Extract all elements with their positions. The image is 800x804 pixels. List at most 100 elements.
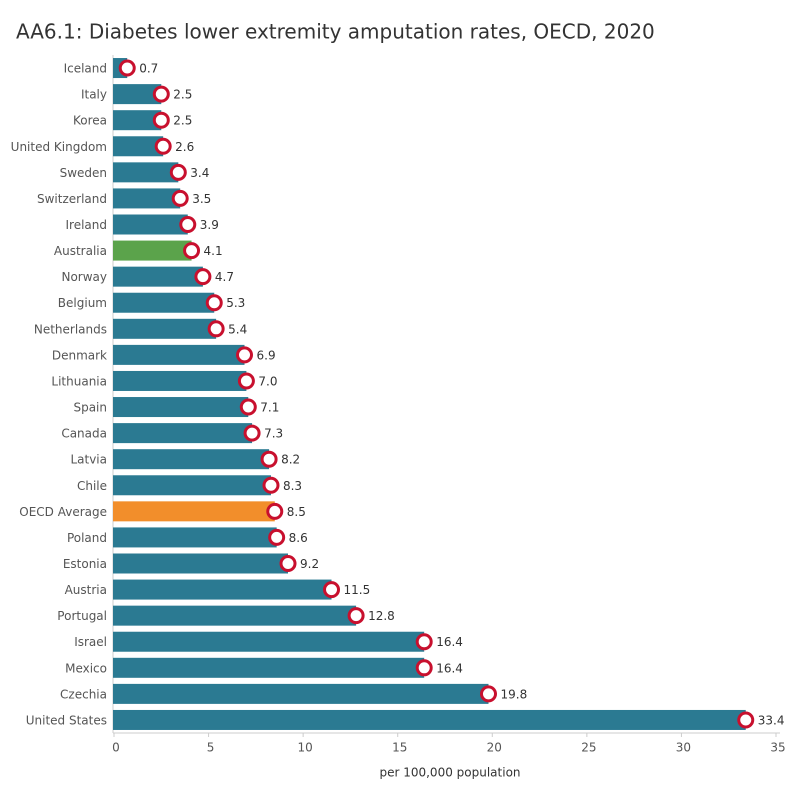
category-label: Austria xyxy=(65,583,107,597)
flag-icon xyxy=(194,268,212,286)
category-label: Poland xyxy=(67,531,107,545)
flag-icon xyxy=(323,581,341,599)
flag-icon xyxy=(347,607,365,625)
flag-icon xyxy=(243,424,261,442)
category-label: Spain xyxy=(73,401,107,415)
flag-icon xyxy=(205,294,223,312)
flag-icon xyxy=(415,633,433,651)
category-label: Italy xyxy=(81,88,107,102)
value-label: 19.8 xyxy=(501,687,528,701)
bar xyxy=(113,449,270,470)
flag-icon xyxy=(239,398,257,416)
x-tick-label: 15 xyxy=(392,741,407,755)
x-tick-label: 20 xyxy=(487,741,502,755)
category-label: Switzerland xyxy=(37,192,107,206)
flag-icon xyxy=(237,372,255,390)
value-label: 3.5 xyxy=(192,192,211,206)
value-label: 8.3 xyxy=(283,479,302,493)
bar xyxy=(113,397,249,418)
bar xyxy=(113,240,192,261)
value-label: 3.4 xyxy=(190,166,209,180)
x-tick-label: 5 xyxy=(207,741,215,755)
flag-icon xyxy=(236,346,254,364)
bar xyxy=(113,579,332,600)
flag-icon xyxy=(171,189,189,207)
flag-icon xyxy=(415,659,433,677)
flag-icon xyxy=(207,320,225,338)
flag-icon xyxy=(737,711,755,729)
value-label: 2.6 xyxy=(175,140,194,154)
value-label: 8.6 xyxy=(289,531,308,545)
value-label: 5.3 xyxy=(226,296,245,310)
value-label: 4.7 xyxy=(215,270,234,284)
bar xyxy=(113,657,425,678)
flag-icon xyxy=(279,555,297,572)
bar xyxy=(113,527,277,548)
bar xyxy=(113,370,247,391)
category-label: Latvia xyxy=(70,453,107,467)
bar xyxy=(113,423,253,444)
x-axis-title: per 100,000 population xyxy=(379,766,520,780)
value-label: 3.9 xyxy=(200,218,219,232)
x-tick-label: 30 xyxy=(676,741,691,755)
flag-icon xyxy=(154,137,172,155)
category-label: Lithuania xyxy=(51,374,107,388)
value-label: 6.9 xyxy=(257,348,276,362)
category-label: Sweden xyxy=(60,166,107,180)
value-label: 16.4 xyxy=(436,635,463,649)
value-label: 11.5 xyxy=(344,583,371,597)
x-tick-label: 25 xyxy=(581,741,596,755)
category-label: Israel xyxy=(74,635,107,649)
value-label: 4.1 xyxy=(204,244,223,258)
category-label: Portugal xyxy=(57,609,107,623)
bar xyxy=(113,709,746,730)
flag-icon xyxy=(118,59,136,77)
flag-icon xyxy=(268,528,286,546)
value-label: 5.4 xyxy=(228,322,247,336)
flag-icon xyxy=(152,111,170,129)
category-label: Belgium xyxy=(58,296,107,310)
value-label: 7.1 xyxy=(260,401,279,415)
value-label: 33.4 xyxy=(758,713,785,727)
bar xyxy=(113,214,188,235)
bar xyxy=(113,162,179,183)
value-label: 7.3 xyxy=(264,427,283,441)
category-label: Ireland xyxy=(65,218,107,232)
category-label: Netherlands xyxy=(34,322,107,336)
category-label: United Kingdom xyxy=(11,140,107,154)
bar xyxy=(113,605,357,626)
value-label: 0.7 xyxy=(139,62,158,76)
category-label: Canada xyxy=(61,427,107,441)
category-label: United States xyxy=(26,713,107,727)
category-label: Iceland xyxy=(64,62,107,76)
flag-icon xyxy=(266,502,284,520)
category-label: OECD Average xyxy=(19,505,107,519)
bar xyxy=(113,292,215,313)
value-label: 8.5 xyxy=(287,505,306,519)
bar xyxy=(113,136,164,157)
bar xyxy=(113,475,271,496)
x-tick-label: 0 xyxy=(112,741,120,755)
flag-icon xyxy=(179,216,197,233)
category-label: Denmark xyxy=(52,348,107,362)
value-label: 2.5 xyxy=(173,114,192,128)
bar xyxy=(113,683,489,704)
category-label: Estonia xyxy=(63,557,107,571)
bar xyxy=(113,110,162,131)
bar xyxy=(113,84,162,105)
bar xyxy=(113,501,275,522)
category-label: Norway xyxy=(61,270,107,284)
bar xyxy=(113,266,203,287)
value-label: 7.0 xyxy=(258,374,277,388)
bar xyxy=(113,188,181,209)
value-label: 16.4 xyxy=(436,661,463,675)
flag-icon xyxy=(152,85,170,103)
value-label: 8.2 xyxy=(281,453,300,467)
flag-icon xyxy=(260,450,278,468)
category-label: Mexico xyxy=(65,661,107,675)
value-label: 9.2 xyxy=(300,557,319,571)
flag-icon xyxy=(480,685,498,703)
chart-title: AA6.1: Diabetes lower extremity amputati… xyxy=(16,20,655,44)
x-tick-label: 10 xyxy=(298,741,313,755)
